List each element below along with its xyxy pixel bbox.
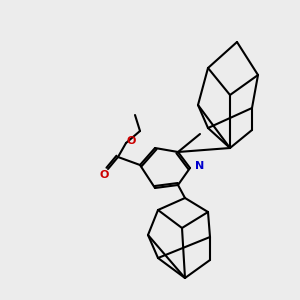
Text: N: N: [195, 161, 204, 171]
Text: O: O: [99, 170, 109, 180]
Text: O: O: [126, 136, 136, 146]
